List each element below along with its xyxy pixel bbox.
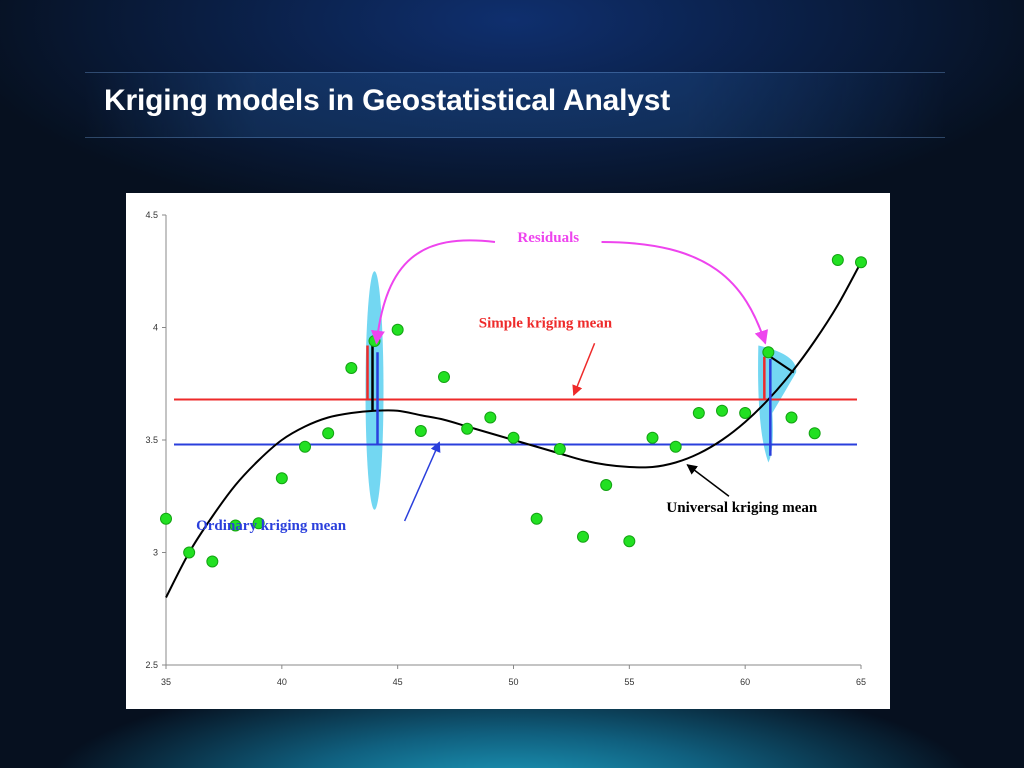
residual-bar-universal-right [769, 355, 795, 374]
data-point [275, 472, 288, 485]
data-point [600, 479, 613, 491]
data-point [831, 254, 844, 266]
data-point [716, 404, 728, 417]
data-point [183, 546, 196, 559]
x-tick-label: 55 [624, 677, 634, 687]
title-band [85, 72, 945, 138]
simple-kriging-mean-label: Simple kriging mean [479, 316, 613, 332]
x-tick-label: 50 [508, 677, 518, 687]
data-point [577, 530, 589, 543]
ordinary-kriging-mean-label: Ordinary kriging mean [196, 518, 347, 534]
x-tick-label: 40 [277, 677, 287, 687]
data-point [438, 371, 450, 383]
universal-kriging-mean-arrow [686, 464, 730, 497]
x-tick-label: 60 [740, 677, 750, 687]
data-point [530, 512, 543, 525]
y-tick-label: 4.5 [145, 210, 158, 220]
y-tick-label: 4 [153, 323, 158, 333]
data-point [646, 431, 659, 444]
data-point [252, 517, 265, 530]
data-point [414, 425, 427, 437]
data-point [391, 323, 404, 336]
data-point [322, 427, 335, 440]
data-point [623, 535, 636, 548]
residuals-label: Residuals [517, 230, 579, 246]
universal-kriging-mean-label: Universal kriging mean [666, 500, 817, 516]
data-point [785, 411, 798, 424]
data-point [299, 440, 311, 453]
y-tick-label: 3.5 [145, 435, 158, 445]
data-point [855, 256, 867, 269]
slide-title: Kriging models in Geostatistical Analyst [104, 84, 671, 117]
chart-panel: 2.5 3 3.5 4 4.5 35 40 45 50 55 60 65 Residuals Simple… [126, 193, 890, 709]
residuals-arrow-right [601, 241, 769, 345]
y-tick-label: 3 [153, 548, 158, 558]
data-point [160, 512, 172, 525]
data-point [461, 422, 474, 435]
data-point [669, 440, 682, 453]
simple-kriging-mean-arrow [572, 342, 596, 396]
data-point [206, 555, 219, 568]
residuals-arrow-left [370, 239, 496, 345]
data-point [368, 335, 381, 347]
y-tick-label: 2.5 [145, 660, 158, 670]
data-point [808, 427, 821, 440]
data-point [553, 443, 566, 455]
data-point [692, 407, 705, 419]
data-point [739, 407, 752, 419]
data-point [484, 411, 497, 424]
x-tick-label: 35 [161, 677, 171, 687]
data-point [762, 346, 775, 359]
data-point [507, 431, 520, 444]
ordinary-kriging-mean-arrow [403, 441, 441, 522]
universal-kriging-mean-curve [165, 261, 862, 598]
data-point [345, 362, 358, 374]
data-point [229, 519, 242, 532]
x-tick-label: 65 [856, 677, 866, 687]
kriging-chart: 2.5 3 3.5 4 4.5 35 40 45 50 55 60 65 Residuals Simple… [145, 210, 867, 687]
residual-shade-right [758, 345, 797, 463]
x-tick-label: 45 [393, 677, 403, 687]
